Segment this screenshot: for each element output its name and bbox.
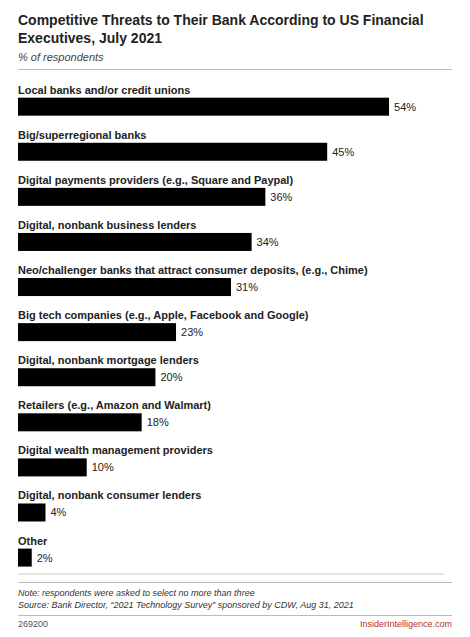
title: Competitive Threats to Their Bank Accord… bbox=[18, 12, 452, 47]
data-label: 34% bbox=[257, 236, 279, 248]
footer-text: 269200 bbox=[18, 619, 48, 629]
bar bbox=[18, 278, 231, 296]
bar bbox=[18, 188, 265, 206]
category-label: Big tech companies (e.g., Apple, Faceboo… bbox=[18, 309, 309, 321]
category-label: Other bbox=[18, 535, 48, 547]
data-label: 54% bbox=[394, 101, 416, 113]
category-label: Digital, nonbank mortgage lenders bbox=[18, 354, 199, 366]
chart-svg: Local banks and/or credit unions 54% Big/s… bbox=[18, 70, 452, 582]
bar bbox=[18, 368, 155, 386]
page: Competitive Threats to Their Bank Accord… bbox=[0, 0, 470, 637]
labels: Local banks and/or credit unions 54% Big/s… bbox=[18, 84, 416, 564]
bar bbox=[18, 233, 252, 251]
bar bbox=[18, 323, 176, 341]
bar bbox=[18, 503, 45, 521]
header: Competitive Threats to Their Bank Accord… bbox=[18, 12, 452, 70]
x-axis-line bbox=[18, 574, 444, 575]
data-label: 20% bbox=[160, 371, 182, 383]
subtitle: % of respondents bbox=[18, 51, 452, 63]
chart-area: Local banks and/or credit unions 54% Big/s… bbox=[18, 70, 452, 582]
bar bbox=[18, 458, 87, 476]
bar bbox=[18, 143, 327, 161]
footer: 269200 InsiderIntelligence.com bbox=[18, 615, 452, 629]
data-label: 10% bbox=[92, 461, 114, 473]
data-label: 4% bbox=[50, 506, 66, 518]
bars bbox=[18, 98, 389, 567]
category-label: Digital payments providers (e.g., Square… bbox=[18, 174, 293, 186]
category-label: Neo/challenger banks that attract consum… bbox=[18, 264, 368, 276]
category-label: Digital, nonbank business lenders bbox=[18, 219, 196, 231]
category-label: Retailers (e.g., Amazon and Walmart) bbox=[18, 399, 211, 411]
footer-text: InsiderIntelligence.com bbox=[360, 619, 452, 629]
category-label: Big/superregional banks bbox=[18, 129, 146, 141]
data-label: 36% bbox=[270, 191, 292, 203]
bar bbox=[18, 549, 32, 567]
note: Note: respondents were asked to select n… bbox=[18, 587, 452, 599]
data-label: 2% bbox=[37, 552, 53, 564]
data-label: 31% bbox=[236, 281, 258, 293]
bar bbox=[18, 413, 142, 431]
note: Source: Bank Director, “2021 Technology … bbox=[18, 599, 452, 611]
notes: Note: respondents were asked to select n… bbox=[18, 582, 452, 611]
category-label: Digital, nonbank consumer lenders bbox=[18, 489, 201, 501]
bar bbox=[18, 98, 389, 116]
category-label: Digital wealth management providers bbox=[18, 444, 213, 456]
data-label: 18% bbox=[147, 416, 169, 428]
category-label: Local banks and/or credit unions bbox=[18, 84, 190, 96]
data-label: 23% bbox=[181, 326, 203, 338]
data-label: 45% bbox=[332, 146, 354, 158]
